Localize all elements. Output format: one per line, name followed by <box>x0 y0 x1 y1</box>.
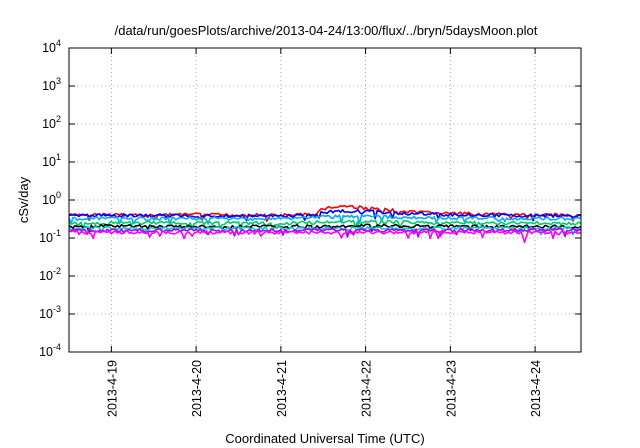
x-tick-label: 2013-4-20 <box>190 360 204 417</box>
y-tick-label: 101 <box>42 152 61 169</box>
y-tick-base: 10 <box>42 41 56 55</box>
y-tick-exponent: -2 <box>53 266 61 276</box>
series-line <box>68 223 582 234</box>
chart-title: /data/run/goesPlots/archive/2013-04-24/1… <box>115 23 538 38</box>
axes: 10410310210110010-110-210-310-42013-4-19… <box>39 38 581 417</box>
y-tick-label: 103 <box>42 76 61 93</box>
y-tick-exponent: 3 <box>56 76 61 86</box>
y-tick-label: 10-3 <box>39 304 61 321</box>
series-line <box>68 225 582 236</box>
series-line <box>68 214 582 225</box>
y-tick-label: 100 <box>42 190 61 207</box>
y-tick-label: 10-2 <box>39 266 61 283</box>
y-tick-base: 10 <box>42 193 56 207</box>
y-tick-exponent: -4 <box>53 342 61 352</box>
series-line <box>68 208 582 222</box>
y-tick-base: 10 <box>39 231 53 245</box>
x-tick-label: 2013-4-24 <box>529 360 543 417</box>
y-tick-label: 10-4 <box>39 342 61 359</box>
y-tick-base: 10 <box>39 307 53 321</box>
y-tick-exponent: -3 <box>53 304 61 314</box>
y-tick-base: 10 <box>39 269 53 283</box>
x-tick-label: 2013-4-21 <box>275 360 289 417</box>
y-tick-base: 10 <box>39 345 53 359</box>
x-axis-label: Coordinated Universal Time (UTC) <box>225 431 424 446</box>
x-tick-label: 2013-4-23 <box>444 360 458 417</box>
y-tick-exponent: 1 <box>56 152 61 162</box>
series-layer <box>68 204 582 244</box>
y-tick-exponent: 4 <box>56 38 61 48</box>
y-axis-label: cSv/day <box>16 176 31 223</box>
y-tick-base: 10 <box>42 79 56 93</box>
series-line <box>68 230 582 244</box>
series-line <box>68 219 582 231</box>
y-tick-exponent: 0 <box>56 190 61 200</box>
y-tick-exponent: 2 <box>56 114 61 124</box>
grid <box>69 48 581 352</box>
x-tick-label: 2013-4-19 <box>105 360 119 417</box>
y-tick-base: 10 <box>42 155 56 169</box>
y-tick-exponent: -1 <box>53 228 61 238</box>
y-tick-base: 10 <box>42 117 56 131</box>
y-tick-label: 102 <box>42 114 61 131</box>
y-tick-label: 104 <box>42 38 61 55</box>
y-tick-label: 10-1 <box>39 228 61 245</box>
x-tick-label: 2013-4-22 <box>360 360 374 417</box>
